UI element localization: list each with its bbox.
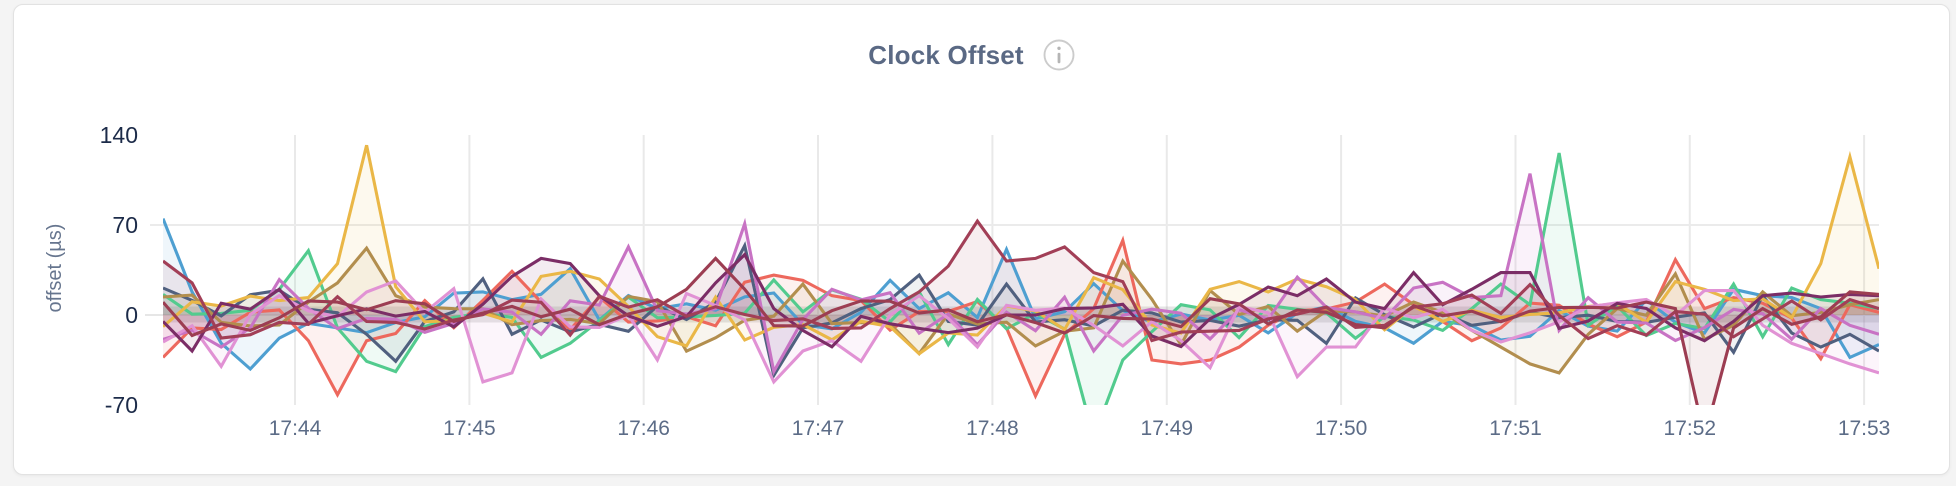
svg-text:17:45: 17:45: [443, 417, 496, 440]
svg-text:offset (µs): offset (µs): [44, 224, 66, 313]
svg-text:0: 0: [125, 302, 138, 328]
svg-text:17:48: 17:48: [966, 417, 1019, 440]
svg-text:17:53: 17:53: [1838, 417, 1891, 440]
svg-text:17:50: 17:50: [1315, 417, 1368, 440]
svg-text:17:49: 17:49: [1141, 417, 1194, 440]
svg-text:17:47: 17:47: [792, 417, 845, 440]
svg-text:17:51: 17:51: [1489, 417, 1542, 440]
svg-text:17:46: 17:46: [617, 417, 670, 440]
svg-text:-70: -70: [105, 392, 138, 418]
svg-text:140: 140: [100, 122, 138, 148]
svg-text:17:44: 17:44: [269, 417, 322, 440]
svg-text:70: 70: [112, 212, 138, 238]
svg-text:17:52: 17:52: [1664, 417, 1717, 440]
